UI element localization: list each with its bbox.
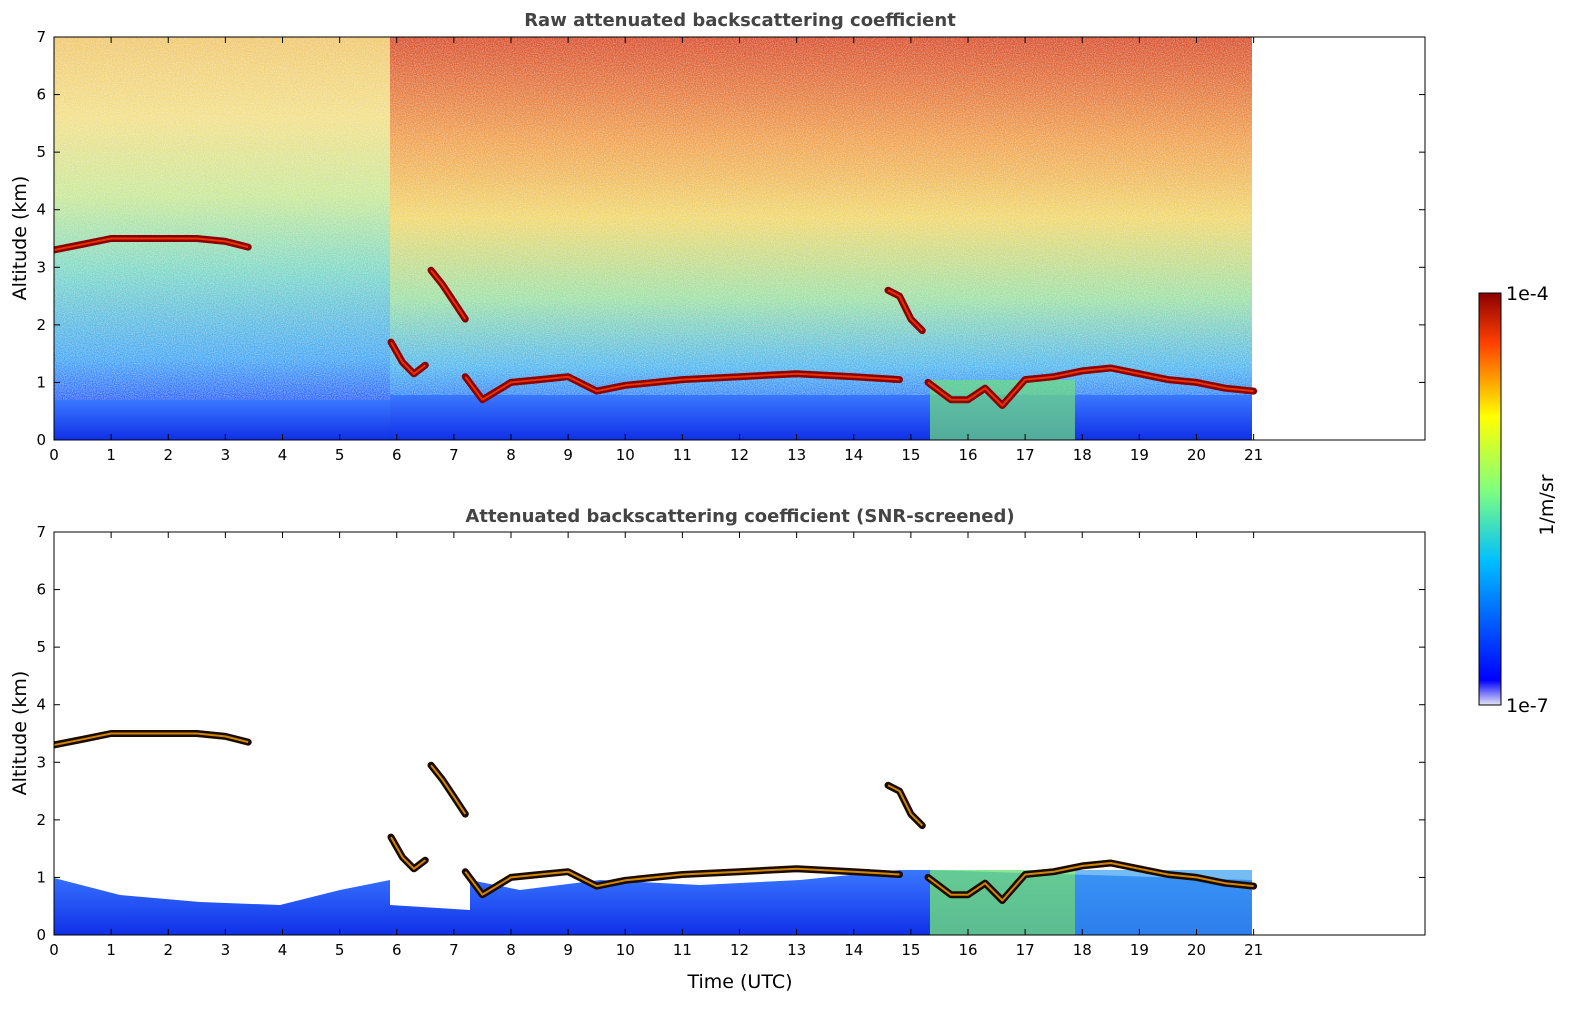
screened-y-ticks: 0 1 2 3 4 5 6 7 bbox=[36, 523, 1425, 944]
raw-warm-column bbox=[930, 380, 1075, 440]
x-tick-label: 11 bbox=[673, 941, 692, 959]
y-tick-label: 1 bbox=[36, 373, 46, 391]
screened-cloud-layers bbox=[54, 730, 1258, 904]
x-tick-label: 9 bbox=[563, 941, 573, 959]
screened-panel: 0 1 2 3 4 5 6 7 8 9 10 11 12 13 14 15 16 17 18 19 20 21 01234… bbox=[9, 506, 1426, 993]
x-tick-label: 19 bbox=[1130, 941, 1149, 959]
x-tick-label: 13 bbox=[787, 446, 806, 464]
x-tick-label: 5 bbox=[335, 446, 345, 464]
raw-ground-right bbox=[390, 395, 1252, 440]
x-tick-label: 10 bbox=[616, 941, 635, 959]
x-tick-label: 8 bbox=[506, 446, 516, 464]
y-tick-label: 3 bbox=[36, 258, 46, 276]
x-tick-label: 16 bbox=[958, 941, 977, 959]
y-tick-label: 5 bbox=[36, 143, 46, 161]
x-tick-label: 17 bbox=[1016, 446, 1035, 464]
y-tick-label: 1 bbox=[36, 868, 46, 886]
x-tick-label: 7 bbox=[449, 941, 459, 959]
cloud-layer-core bbox=[54, 732, 249, 746]
x-tick-label: 14 bbox=[844, 941, 863, 959]
y-tick-label: 7 bbox=[36, 28, 46, 46]
colorbar-unit-label: 1/m/sr bbox=[1536, 474, 1558, 535]
x-tick-label: 3 bbox=[221, 941, 231, 959]
y-tick-label: 7 bbox=[36, 523, 46, 541]
x-tick-label: 5 bbox=[335, 941, 345, 959]
cloud-layer-core bbox=[54, 237, 249, 251]
colorbar-max-label: 1e-4 bbox=[1506, 283, 1549, 305]
screened-title: Attenuated backscattering coefficient (S… bbox=[465, 506, 1014, 527]
x-tick-label: 9 bbox=[563, 446, 573, 464]
y-tick-label: 6 bbox=[36, 581, 46, 599]
x-tick-label: 13 bbox=[787, 941, 806, 959]
x-tick-label: 16 bbox=[958, 446, 977, 464]
x-tick-label: 0 bbox=[49, 446, 59, 464]
x-tick-label: 14 bbox=[844, 446, 863, 464]
raw-noise-overlay bbox=[54, 37, 1252, 440]
x-tick-label: 10 bbox=[616, 446, 635, 464]
colorbar: 1e-4 1e-7 1/m/sr bbox=[1478, 283, 1558, 717]
x-tick-label: 0 bbox=[49, 941, 59, 959]
x-tick-label: 20 bbox=[1187, 446, 1206, 464]
cloud-layer-core bbox=[464, 867, 900, 896]
raw-y-axis-label: Altitude (km) bbox=[9, 176, 31, 301]
raw-y-ticks: 0 1 2 3 4 5 6 7 bbox=[36, 28, 1425, 449]
x-tick-label: 2 bbox=[163, 446, 173, 464]
x-tick-label: 6 bbox=[392, 446, 402, 464]
x-tick-label: 2 bbox=[163, 941, 173, 959]
cloud-layer-core bbox=[927, 367, 1254, 407]
screened-heatmap bbox=[54, 730, 1258, 935]
x-tick-label: 7 bbox=[449, 446, 459, 464]
screened-y-axis-label: Altitude (km) bbox=[9, 671, 31, 796]
x-tick-label: 12 bbox=[730, 941, 749, 959]
y-tick-label: 6 bbox=[36, 86, 46, 104]
raw-panel: 0 1 2 3 4 5 6 7 8 9 10 11 12 13 14 15 16 17 18 19 20 21 01234… bbox=[9, 10, 1426, 464]
x-tick-label: 1 bbox=[106, 941, 116, 959]
y-tick-label: 4 bbox=[36, 201, 46, 219]
raw-heatmap bbox=[54, 37, 1258, 440]
raw-title: Raw attenuated backscattering coefficien… bbox=[524, 10, 956, 31]
x-tick-label: 3 bbox=[221, 446, 231, 464]
x-tick-label: 15 bbox=[901, 941, 920, 959]
x-tick-label: 21 bbox=[1244, 941, 1263, 959]
y-tick-label: 5 bbox=[36, 638, 46, 656]
x-tick-label: 18 bbox=[1073, 446, 1092, 464]
screened-x-ticks: 0 1 2 3 4 5 6 7 8 9 10 11 12 13 14 15 16 17 18 19 20 21 bbox=[49, 532, 1263, 959]
x-tick-label: 15 bbox=[901, 446, 920, 464]
cloud-layers bbox=[54, 235, 1258, 409]
x-tick-label: 19 bbox=[1130, 446, 1149, 464]
cloud-layer-core bbox=[887, 289, 924, 332]
colorbar-gradient bbox=[1478, 292, 1502, 706]
x-tick-label: 6 bbox=[392, 941, 402, 959]
cloud-layer-core bbox=[464, 372, 900, 401]
colorbar-min-label: 1e-7 bbox=[1506, 695, 1549, 717]
raw-x-ticks: 0 1 2 3 4 5 6 7 8 9 10 11 12 13 14 15 16 17 18 19 20 21 bbox=[49, 37, 1263, 464]
cloud-layer-core bbox=[430, 269, 467, 320]
x-tick-label: 20 bbox=[1187, 941, 1206, 959]
y-tick-label: 2 bbox=[36, 316, 46, 334]
x-tick-label: 4 bbox=[278, 446, 288, 464]
cloud-layer-core bbox=[887, 784, 924, 827]
cloud-layer-core bbox=[390, 836, 426, 870]
x-tick-label: 12 bbox=[730, 446, 749, 464]
x-tick-label: 1 bbox=[106, 446, 116, 464]
y-tick-label: 0 bbox=[36, 926, 46, 944]
cloud-layer-core bbox=[390, 341, 426, 375]
x-axis-label: Time (UTC) bbox=[686, 971, 792, 993]
x-tick-label: 8 bbox=[506, 941, 516, 959]
raw-ground-left bbox=[54, 400, 390, 440]
x-tick-label: 4 bbox=[278, 941, 288, 959]
x-tick-label: 21 bbox=[1244, 446, 1263, 464]
x-tick-label: 17 bbox=[1016, 941, 1035, 959]
x-tick-label: 11 bbox=[673, 446, 692, 464]
y-tick-label: 2 bbox=[36, 811, 46, 829]
y-tick-label: 4 bbox=[36, 696, 46, 714]
y-tick-label: 3 bbox=[36, 753, 46, 771]
x-tick-label: 18 bbox=[1073, 941, 1092, 959]
cloud-layer-core bbox=[927, 862, 1254, 902]
cloud-layer-core bbox=[430, 764, 467, 815]
y-tick-label: 0 bbox=[36, 431, 46, 449]
